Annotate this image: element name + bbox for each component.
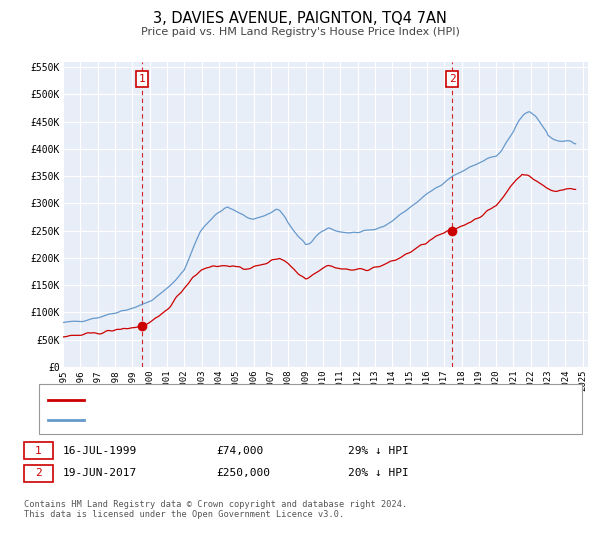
Text: 20% ↓ HPI: 20% ↓ HPI [348,468,409,478]
Text: 29% ↓ HPI: 29% ↓ HPI [348,446,409,456]
Text: Contains HM Land Registry data © Crown copyright and database right 2024.
This d: Contains HM Land Registry data © Crown c… [24,500,407,519]
Text: 2: 2 [449,74,456,84]
Text: £250,000: £250,000 [216,468,270,478]
Text: HPI: Average price, detached house, Torbay: HPI: Average price, detached house, Torb… [90,415,353,425]
Text: 1: 1 [35,446,42,456]
Text: 16-JUL-1999: 16-JUL-1999 [63,446,137,456]
Text: 2: 2 [35,468,42,478]
Text: Price paid vs. HM Land Registry's House Price Index (HPI): Price paid vs. HM Land Registry's House … [140,27,460,37]
Text: 3, DAVIES AVENUE, PAIGNTON, TQ4 7AN (detached house): 3, DAVIES AVENUE, PAIGNTON, TQ4 7AN (det… [90,395,415,405]
Text: 19-JUN-2017: 19-JUN-2017 [63,468,137,478]
Text: 1: 1 [138,74,145,84]
Text: 3, DAVIES AVENUE, PAIGNTON, TQ4 7AN: 3, DAVIES AVENUE, PAIGNTON, TQ4 7AN [153,11,447,26]
Text: £74,000: £74,000 [216,446,263,456]
